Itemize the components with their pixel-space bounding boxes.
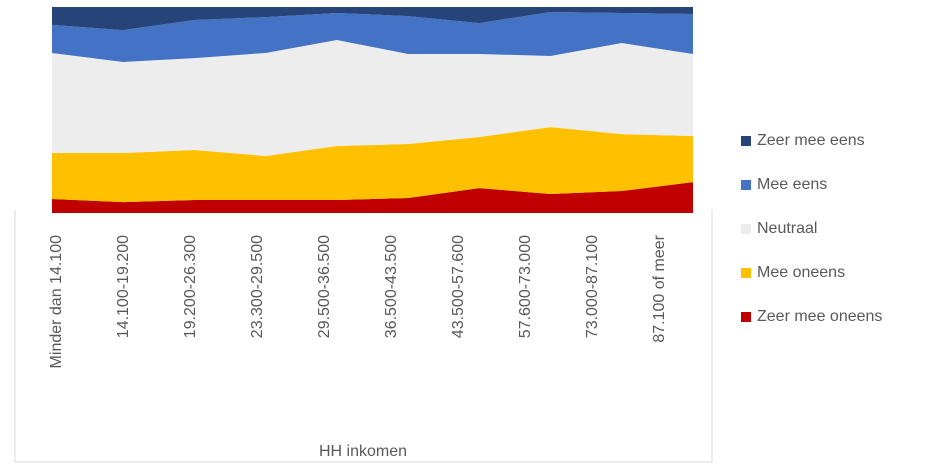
area xyxy=(52,39,693,156)
legend-label: Neutraal xyxy=(757,220,817,237)
legend-swatch xyxy=(741,180,751,190)
x-tick-label: 14.100-19.200 xyxy=(115,235,132,338)
legend-swatch xyxy=(741,136,751,146)
area xyxy=(52,182,693,213)
plot-area xyxy=(52,7,693,213)
x-tick-label: 73.000-87.100 xyxy=(584,235,601,338)
legend-swatch xyxy=(741,268,751,278)
legend-label: Mee oneens xyxy=(757,264,845,281)
area xyxy=(52,127,693,203)
x-axis-label: HH inkomen xyxy=(319,443,407,460)
x-tick-label: 29.500-36.500 xyxy=(316,235,333,338)
x-tick-label: 57.600-73.000 xyxy=(517,235,534,338)
legend-swatch xyxy=(741,312,751,322)
legend-label: Mee eens xyxy=(757,176,827,193)
x-tick-label: 19.200-26.300 xyxy=(182,235,199,338)
area xyxy=(52,11,693,63)
x-tick-label: 43.500-57.600 xyxy=(450,235,467,338)
legend-label: Zeer mee oneens xyxy=(757,308,882,325)
x-tick-label: 23.300-29.500 xyxy=(249,235,266,338)
x-tick-label: 87.100 of meer xyxy=(651,234,668,342)
area xyxy=(52,7,693,31)
x-tick-label: Minder dan 14.100 xyxy=(48,235,65,369)
legend-label: Zeer mee eens xyxy=(757,132,865,149)
x-tick-label: 36.500-43.500 xyxy=(383,235,400,338)
legend-swatch xyxy=(741,224,751,234)
axis-frame xyxy=(14,210,713,463)
